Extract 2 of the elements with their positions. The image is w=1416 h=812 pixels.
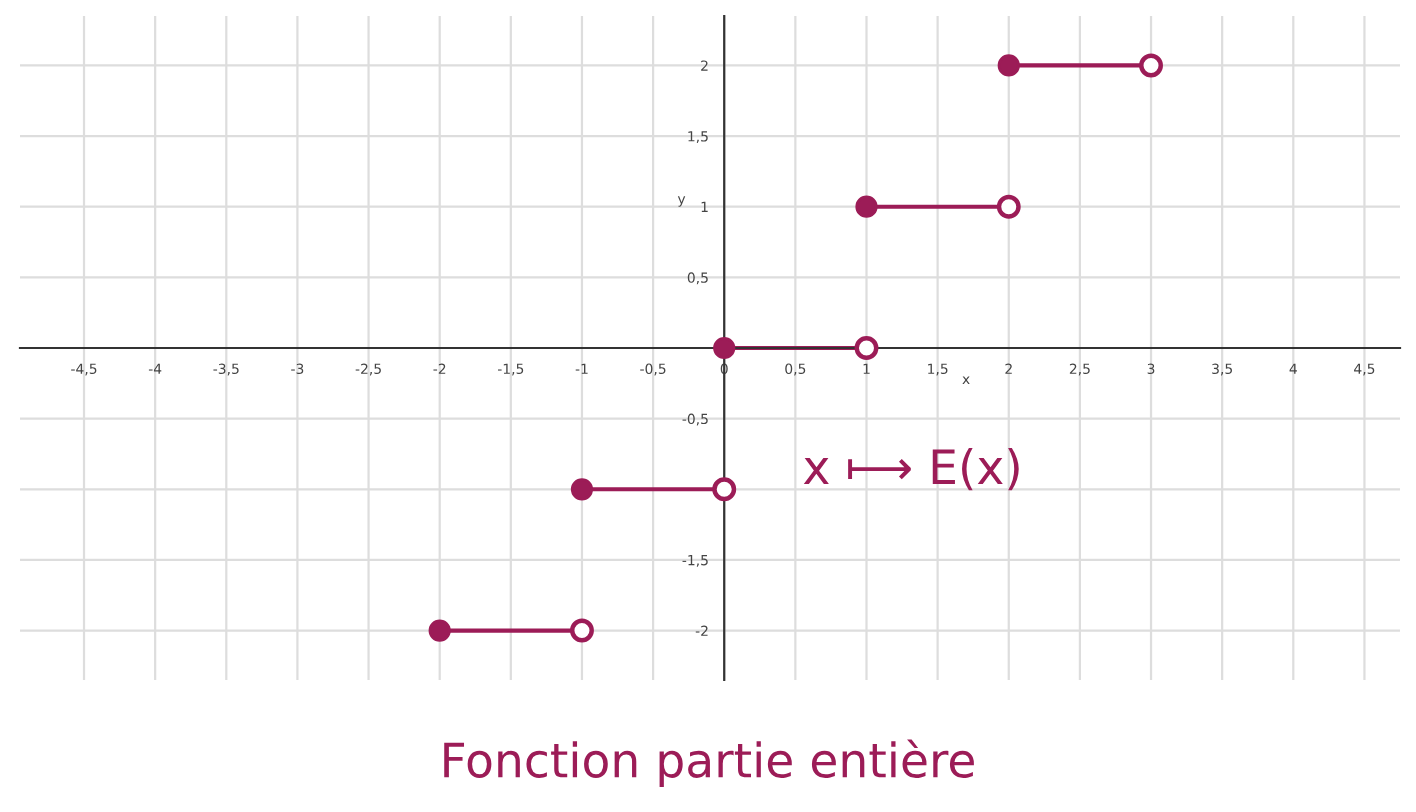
annotation: x ⟼ E(x) (803, 448, 1019, 491)
text: Fonction partie entière (444, 739, 974, 788)
